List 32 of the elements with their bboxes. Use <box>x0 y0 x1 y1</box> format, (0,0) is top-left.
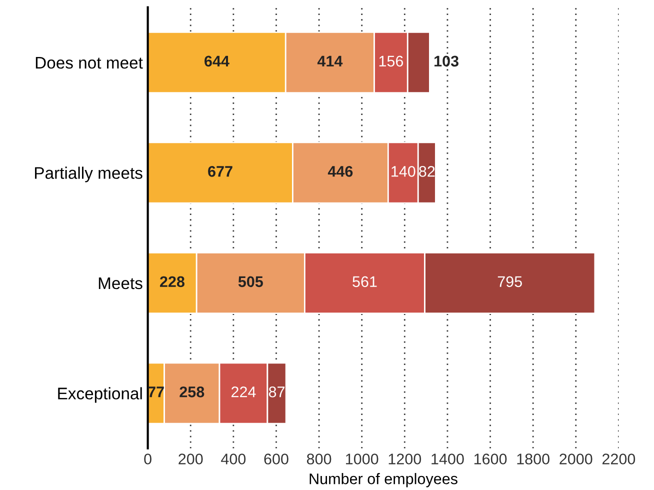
data-label: 677 <box>208 166 232 177</box>
data-label: 446 <box>328 166 353 177</box>
y-tick-label: Exceptional <box>58 387 142 403</box>
x-axis-title: Number of employees <box>310 473 458 488</box>
x-tick-label: 1800 <box>517 454 550 464</box>
data-label: 644 <box>204 56 230 67</box>
data-label: 795 <box>498 276 522 288</box>
x-tick-label: 1400 <box>432 454 464 464</box>
x-tick-label: 0 <box>144 454 152 464</box>
data-label: 103 <box>434 56 458 67</box>
data-label: 140 <box>392 166 416 177</box>
y-tick-label: Does not meet <box>36 57 143 69</box>
x-tick-label: 1200 <box>388 454 422 464</box>
x-tick-label: 600 <box>264 454 288 464</box>
data-label: 156 <box>379 56 404 67</box>
x-tick-label: 1600 <box>474 454 507 464</box>
data-label: 414 <box>317 56 343 66</box>
x-tick-label: 800 <box>306 454 332 464</box>
x-tick-label: 1000 <box>346 454 378 464</box>
y-tick-label: Partially meets <box>35 166 142 182</box>
y-tick-label: Meets <box>98 278 142 290</box>
x-tick-label: 2200 <box>602 454 636 464</box>
x-tick-label: 400 <box>221 454 246 464</box>
data-label: 505 <box>238 276 263 288</box>
data-label: 224 <box>232 386 256 398</box>
data-label: 258 <box>180 386 204 398</box>
x-tick-label: 200 <box>178 454 203 464</box>
data-label: 561 <box>352 276 377 288</box>
x-tick-label: 2000 <box>560 454 592 464</box>
data-label: 228 <box>160 276 184 288</box>
data-label: 87 <box>268 386 284 398</box>
data-label: 82 <box>419 166 435 177</box>
